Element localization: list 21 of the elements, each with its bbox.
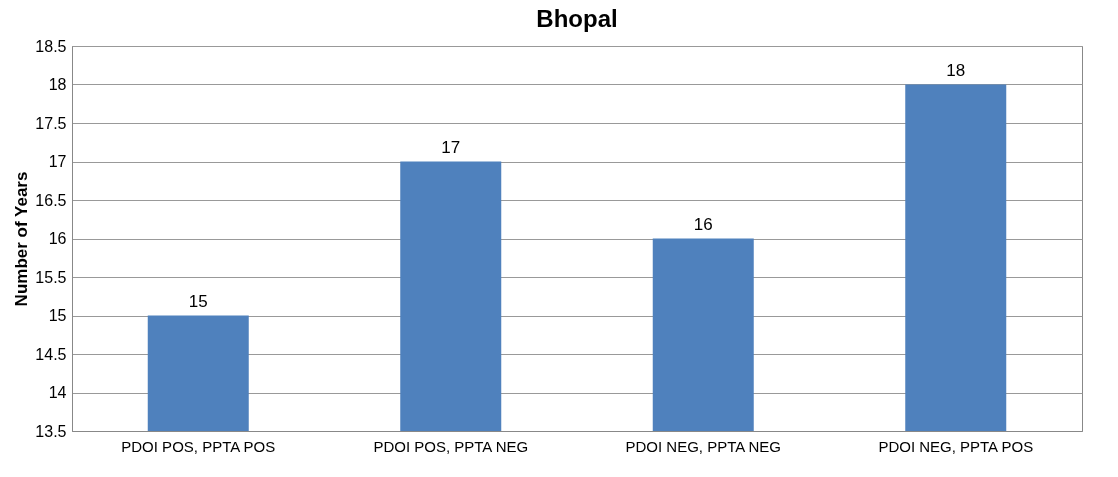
x-tick-label: PDOI NEG, PPTA POS — [878, 437, 1034, 455]
x-tick-label: PDOI POS, PPTA POS — [121, 437, 276, 455]
y-tick-label: 14 — [48, 384, 67, 401]
y-tick-label: 17 — [48, 153, 67, 170]
y-tick-label: 17.5 — [35, 114, 67, 132]
data-label: 18 — [946, 60, 966, 80]
data-label: 17 — [441, 137, 461, 157]
data-label: 15 — [188, 291, 208, 311]
y-tick-label: 18.5 — [35, 37, 67, 55]
y-tick-label: 13.5 — [35, 422, 67, 440]
y-tick-label: 15 — [48, 307, 67, 324]
chart-title: Bhopal — [536, 5, 618, 32]
x-tick-label: PDOI POS, PPTA NEG — [373, 437, 529, 455]
y-tick-label: 16 — [48, 230, 67, 247]
data-label: 16 — [693, 214, 713, 234]
y-tick-label: 14.5 — [35, 345, 67, 363]
y-tick-label: 18 — [48, 76, 67, 93]
y-tick-label: 15.5 — [35, 268, 67, 286]
y-axis-title: Number of Years — [12, 171, 32, 307]
x-tick-label: PDOI NEG, PPTA NEG — [625, 437, 782, 455]
y-tick-label: 16.5 — [35, 191, 67, 209]
